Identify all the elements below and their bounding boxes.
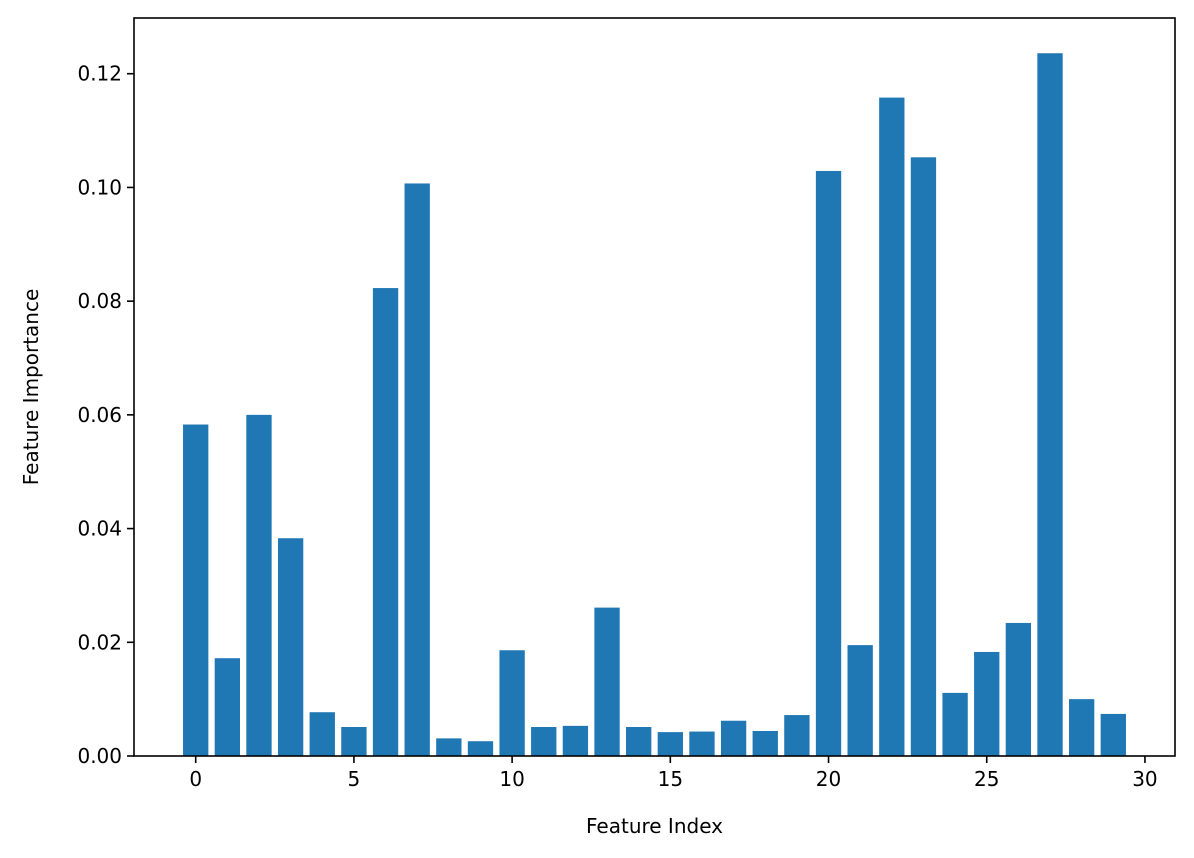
bar-feature-7 (404, 183, 430, 756)
bar-feature-20 (815, 170, 842, 757)
y-tick-label: 0.02 (77, 630, 122, 654)
bar-feature-9 (467, 741, 494, 756)
bar-feature-26 (1005, 622, 1032, 756)
y-axis-ticks: 0.00 0.02 0.04 0.06 0.08 0.10 0.12 (77, 62, 134, 768)
x-axis-ticks: 0 5 10 15 20 25 30 (189, 756, 1158, 791)
bar-feature-11 (531, 727, 557, 756)
y-tick-label: 0.12 (77, 62, 122, 86)
y-tick-label: 0.10 (77, 175, 122, 199)
x-tick-label: 5 (348, 767, 361, 791)
bar-feature-5 (341, 727, 367, 756)
bar-feature-15 (657, 732, 683, 756)
y-tick-label: 0.04 (77, 517, 122, 541)
x-tick-label: 0 (189, 767, 202, 791)
x-tick-label: 15 (658, 767, 683, 791)
bar-feature-22 (879, 97, 905, 757)
bar-feature-10 (499, 650, 525, 756)
bars-group (183, 53, 1126, 757)
bar-feature-2 (246, 414, 272, 756)
x-tick-label: 25 (974, 767, 999, 791)
bar-feature-3 (277, 538, 304, 756)
bar-feature-0 (183, 424, 209, 756)
bar-feature-27 (1037, 53, 1063, 756)
bar-feature-19 (784, 715, 810, 756)
bar-feature-24 (942, 692, 968, 756)
x-axis-label: Feature Index (586, 814, 723, 838)
x-tick-label: 10 (499, 767, 524, 791)
bar-feature-1 (214, 658, 240, 756)
plot-frame (133, 17, 1176, 757)
bar-feature-8 (436, 738, 462, 756)
bar-feature-4 (309, 712, 335, 756)
bar-feature-13 (594, 607, 620, 756)
bar-feature-12 (562, 725, 589, 756)
y-tick-label: 0.00 (77, 744, 122, 768)
x-tick-label: 20 (816, 767, 841, 791)
y-tick-label: 0.08 (77, 289, 122, 313)
bar-feature-16 (689, 731, 715, 756)
x-tick-label: 30 (1132, 767, 1157, 791)
bar-feature-21 (847, 645, 873, 756)
bar-feature-18 (752, 730, 778, 756)
bar-feature-6 (372, 288, 399, 756)
bar-feature-25 (974, 651, 1000, 756)
y-axis-label: Feature Importance (19, 289, 43, 486)
bar-feature-17 (720, 720, 747, 756)
bar-feature-14 (626, 727, 652, 756)
bar-feature-28 (1069, 699, 1095, 756)
y-tick-label: 0.06 (77, 403, 122, 427)
bar-feature-23 (910, 157, 937, 756)
bar-feature-29 (1100, 713, 1126, 756)
